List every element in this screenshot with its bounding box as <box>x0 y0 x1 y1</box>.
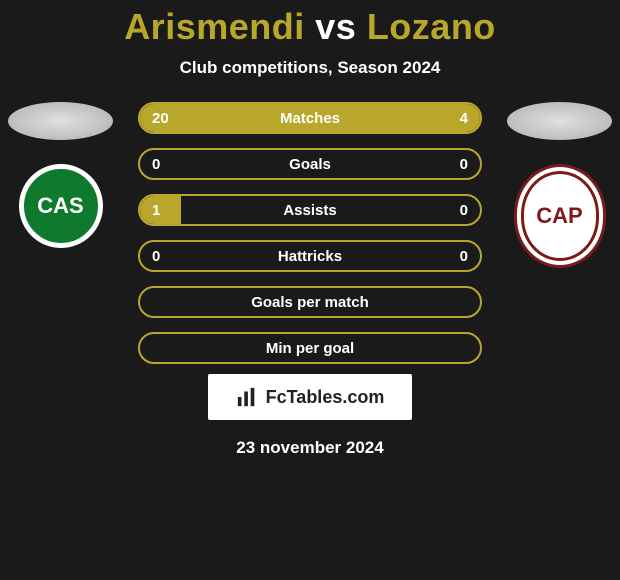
stat-label: Goals <box>289 156 331 173</box>
stat-label: Matches <box>280 110 340 127</box>
stat-bar: 1 0 Assists <box>138 194 482 226</box>
club-a-badge: CAS <box>19 164 103 248</box>
stat-value-b: 0 <box>460 248 468 265</box>
stats-bars: 20 4 Matches 0 0 Goals 1 0 Assists 0 0 Hattricks Goa… <box>138 102 482 364</box>
stat-value-a: 0 <box>152 248 160 265</box>
date-label: 23 november 2024 <box>236 438 383 458</box>
stat-value-b: 0 <box>460 202 468 219</box>
stat-fill-b <box>422 104 480 132</box>
stat-value-a: 1 <box>152 202 160 219</box>
stat-fill-a <box>140 196 181 224</box>
player-b-silhouette <box>507 102 612 140</box>
chart-icon <box>236 386 258 408</box>
stat-bar: 0 0 Hattricks <box>138 240 482 272</box>
club-b-abbrev: CAP <box>536 203 582 229</box>
stat-value-b: 0 <box>460 156 468 173</box>
stats-arena: CAS CAP 20 4 Matches 0 0 Goals 1 0 Assists 0 0 Hatt… <box>0 102 620 364</box>
vs-label: vs <box>315 6 356 47</box>
stat-value-b: 4 <box>460 110 468 127</box>
stat-label: Hattricks <box>278 248 342 265</box>
subtitle: Club competitions, Season 2024 <box>180 58 441 78</box>
stat-value-a: 20 <box>152 110 169 127</box>
page-title: Arismendi vs Lozano <box>124 6 496 48</box>
stat-label: Min per goal <box>266 340 354 357</box>
branding-label: FcTables.com <box>266 387 385 408</box>
player-b-name: Lozano <box>367 6 496 47</box>
stat-label: Assists <box>283 202 336 219</box>
stat-bar: Min per goal <box>138 332 482 364</box>
club-b-badge: CAP <box>514 164 606 268</box>
stat-value-a: 0 <box>152 156 160 173</box>
stat-label: Goals per match <box>251 294 369 311</box>
player-a-silhouette <box>8 102 113 140</box>
club-a-abbrev: CAS <box>37 193 83 219</box>
comparison-card: Arismendi vs Lozano Club competitions, S… <box>0 0 620 580</box>
branding-badge[interactable]: FcTables.com <box>208 374 413 420</box>
stat-bar: 0 0 Goals <box>138 148 482 180</box>
stat-bar: 20 4 Matches <box>138 102 482 134</box>
player-a-name: Arismendi <box>124 6 305 47</box>
stat-bar: Goals per match <box>138 286 482 318</box>
player-a-column: CAS <box>8 102 113 248</box>
player-b-column: CAP <box>507 102 612 268</box>
